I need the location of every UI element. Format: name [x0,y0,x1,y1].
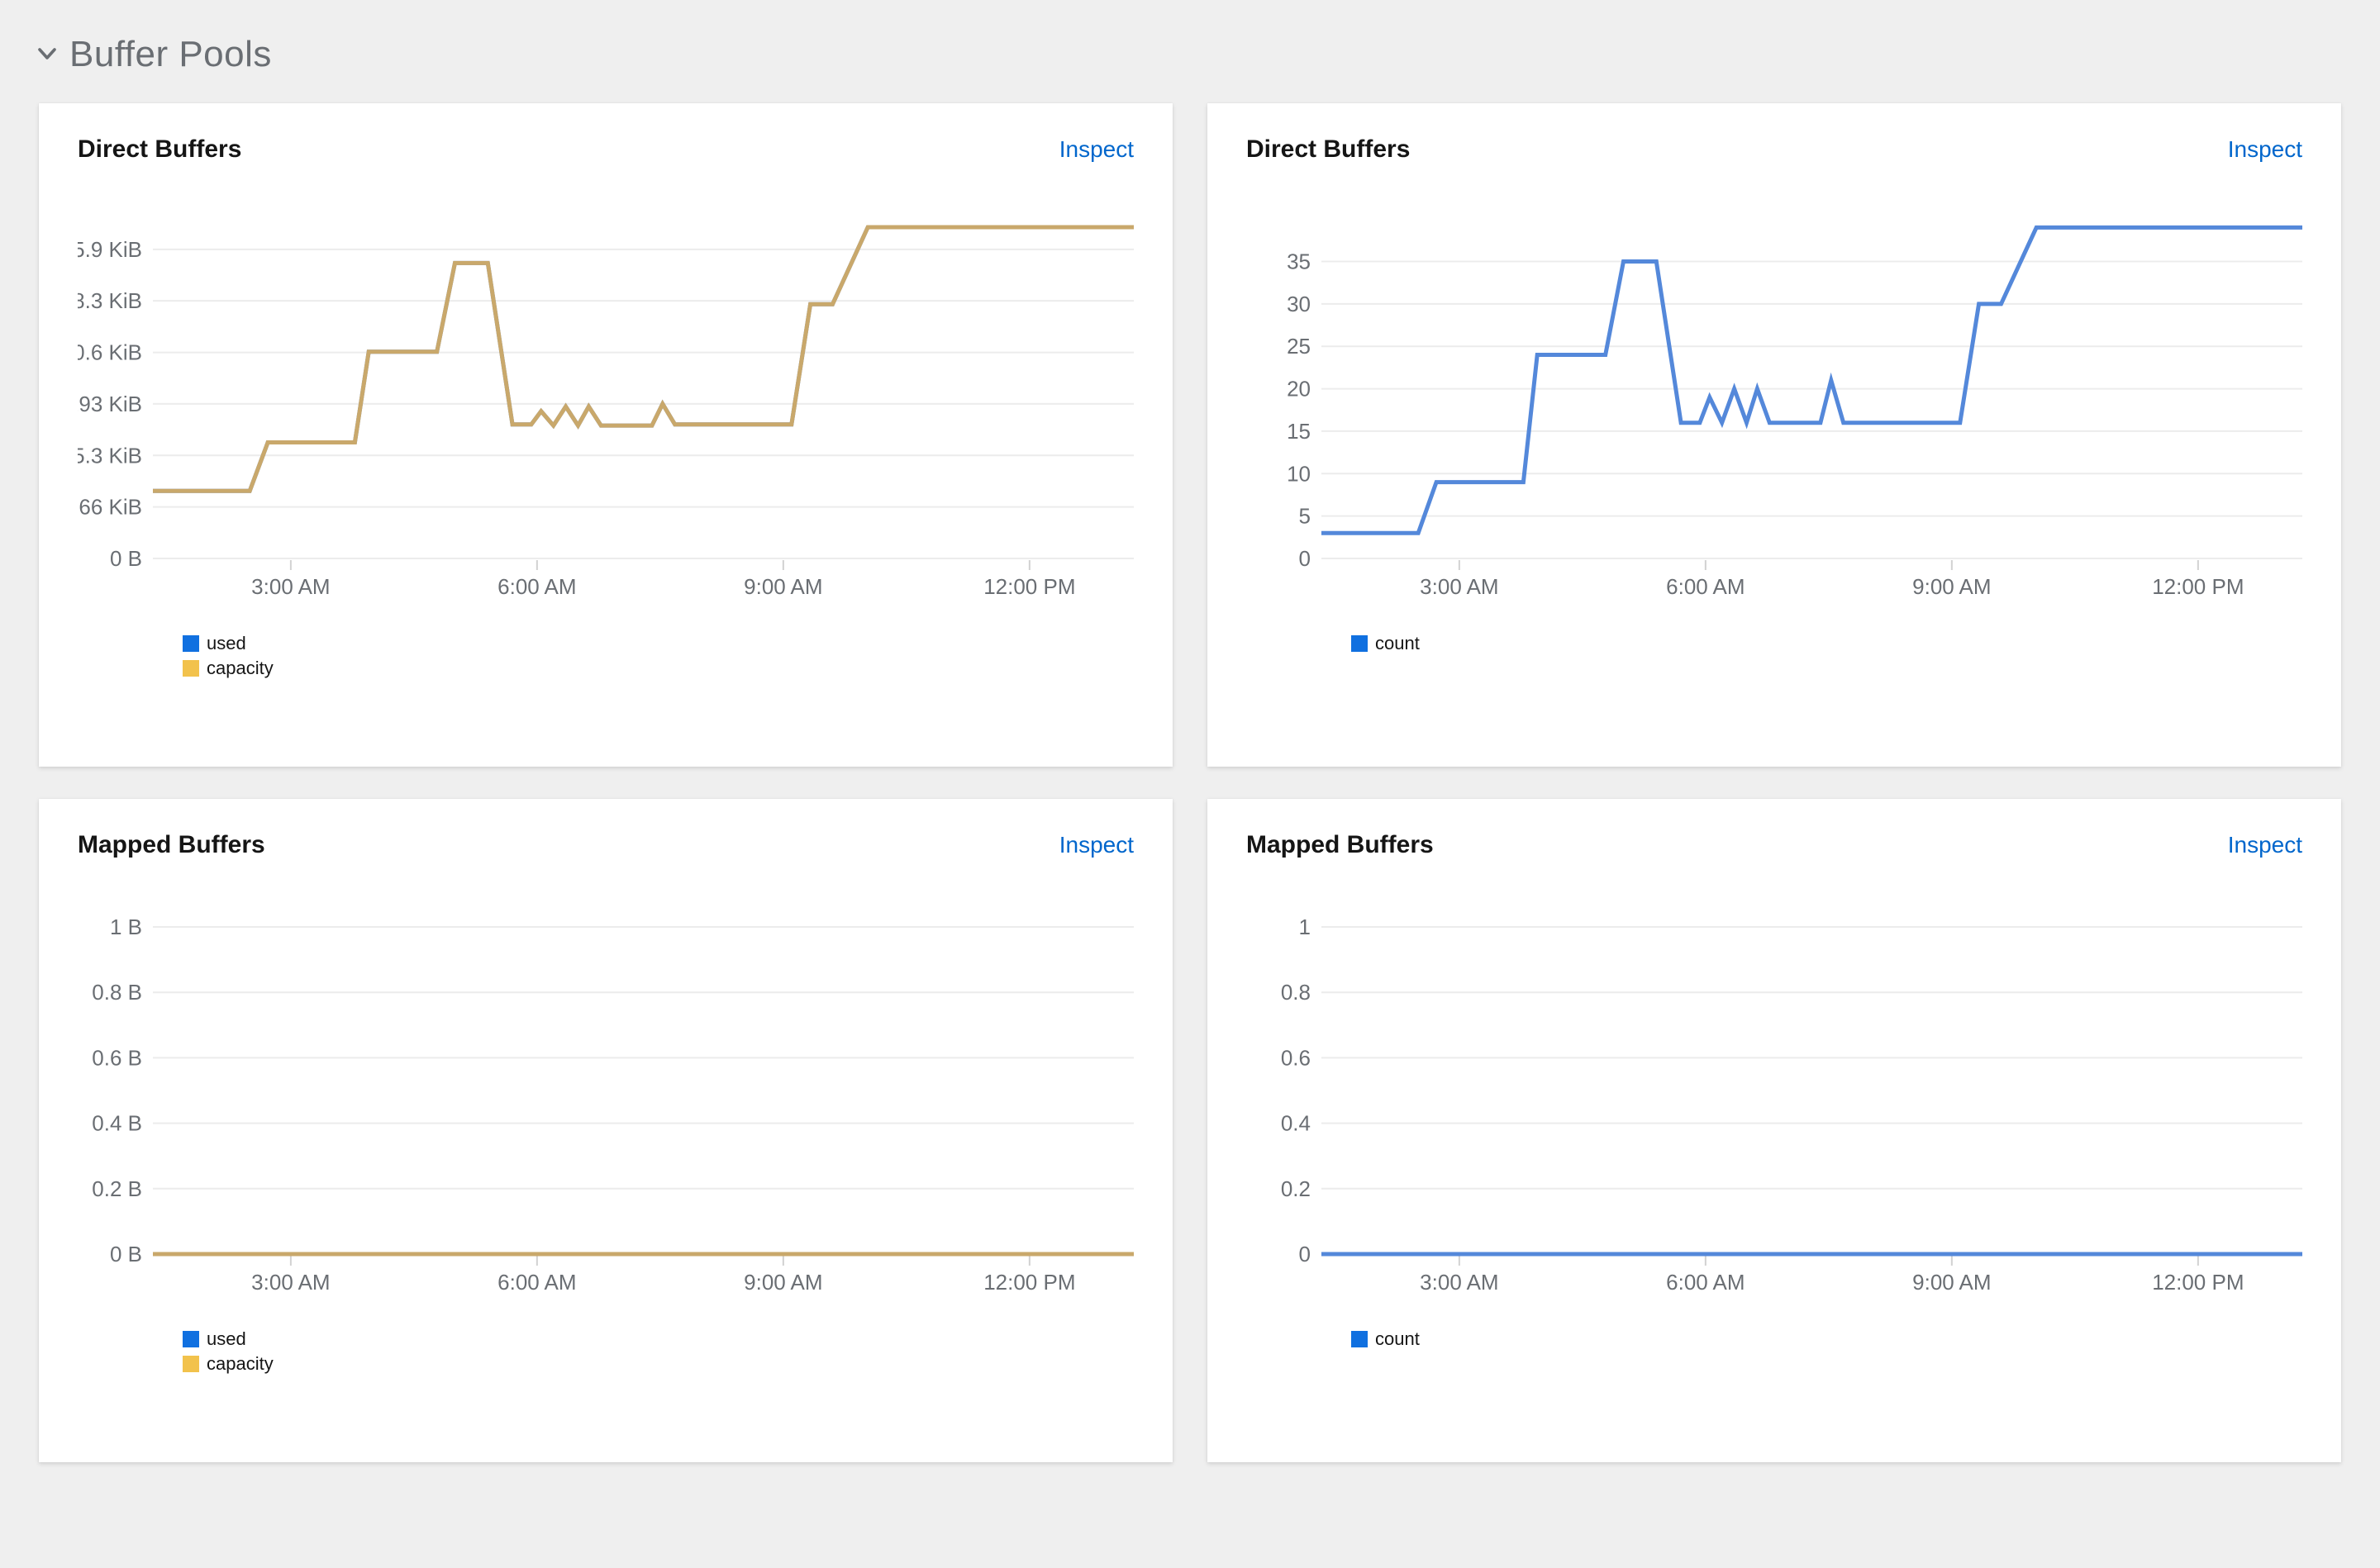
card-direct-buffers-count: Direct Buffers Inspect 0 5 10 15 20 25 30 35 3:0… [1207,103,2341,767]
svg-text:3:00 AM: 3:00 AM [1420,1270,1498,1295]
chart-legend: count [1351,1327,2302,1352]
svg-text:0.8: 0.8 [1281,980,1311,1005]
svg-text:293 KiB: 293 KiB [78,392,142,416]
svg-text:12:00 PM: 12:00 PM [983,1270,1075,1295]
svg-text:10: 10 [1287,461,1311,486]
svg-text:12:00 PM: 12:00 PM [2152,1270,2244,1295]
svg-text:0.2: 0.2 [1281,1176,1311,1201]
chart-canvas: 0 0.2 0.4 0.6 0.8 1 3:00 AM 6:00 AM 9:00 AM 12:00… [1246,898,2302,1315]
svg-text:3:00 AM: 3:00 AM [1420,574,1498,599]
svg-text:0 B: 0 B [110,546,142,571]
svg-text:97.66 KiB: 97.66 KiB [78,495,142,520]
card-header: Mapped Buffers Inspect [78,827,1134,863]
legend-label: capacity [207,658,274,679]
svg-text:6:00 AM: 6:00 AM [1666,574,1745,599]
svg-text:9:00 AM: 9:00 AM [1912,574,1991,599]
card-title: Mapped Buffers [78,831,265,859]
legend-label: count [1375,633,1420,654]
svg-text:20: 20 [1287,377,1311,402]
svg-text:1 B: 1 B [110,915,142,939]
legend-swatch-capacity [183,660,199,677]
svg-text:0: 0 [1299,546,1311,571]
svg-text:6:00 AM: 6:00 AM [1666,1270,1745,1295]
card-title: Direct Buffers [1246,135,1410,164]
svg-text:0: 0 [1299,1242,1311,1266]
legend-label: capacity [207,1353,274,1375]
inspect-link[interactable]: Inspect [2228,832,2302,858]
legend-swatch-used [183,1331,199,1347]
svg-text:0.4 B: 0.4 B [92,1111,142,1136]
legend-swatch-count [1351,635,1368,652]
card-mapped-buffers-count: Mapped Buffers Inspect 0 0.2 0.4 0.6 0.8 1 3:0… [1207,799,2341,1462]
svg-text:25: 25 [1287,334,1311,359]
card-title: Direct Buffers [78,135,241,164]
chart-canvas: 0 B 0.2 B 0.4 B 0.6 B 0.8 B 1 B 3:00 AM 6:00 AM… [78,898,1134,1315]
svg-text:3:00 AM: 3:00 AM [251,574,330,599]
section-collapse-toggle[interactable] [36,45,58,64]
svg-text:12:00 PM: 12:00 PM [983,574,1075,599]
chart-legend: count [1351,631,2302,656]
section-header: Buffer Pools [36,31,2341,78]
svg-text:390.6 KiB: 390.6 KiB [78,340,142,365]
svg-text:9:00 AM: 9:00 AM [1912,1270,1991,1295]
legend-item: used [183,1327,1134,1352]
svg-text:12:00 PM: 12:00 PM [2152,574,2244,599]
inspect-link[interactable]: Inspect [1059,832,1134,858]
card-mapped-buffers-memory: Mapped Buffers Inspect 0 B 0.2 B 0.4 B 0.6 … [39,799,1173,1462]
legend-label: count [1375,1328,1420,1350]
legend-item: capacity [183,1352,1134,1376]
legend-item: count [1351,1327,2302,1352]
svg-text:9:00 AM: 9:00 AM [744,574,822,599]
svg-text:5: 5 [1299,504,1311,529]
svg-text:488.3 KiB: 488.3 KiB [78,288,142,313]
legend-swatch-used [183,635,199,652]
svg-text:3:00 AM: 3:00 AM [251,1270,330,1295]
chart-legend: used capacity [183,631,1134,681]
legend-item: capacity [183,656,1134,681]
svg-text:9:00 AM: 9:00 AM [744,1270,822,1295]
card-header: Direct Buffers Inspect [1246,131,2302,168]
svg-text:195.3 KiB: 195.3 KiB [78,443,142,468]
section-title: Buffer Pools [69,34,272,75]
legend-swatch-capacity [183,1356,199,1372]
svg-text:15: 15 [1287,419,1311,444]
card-title: Mapped Buffers [1246,831,1434,859]
chart-canvas: 0 B 97.66 KiB 195.3 KiB 293 KiB 390.6 KiB 488… [78,202,1134,620]
card-header: Mapped Buffers Inspect [1246,827,2302,863]
card-header: Direct Buffers Inspect [78,131,1134,168]
svg-text:0.8 B: 0.8 B [92,980,142,1005]
legend-item: used [183,631,1134,656]
svg-text:35: 35 [1287,249,1311,274]
chart-legend: used capacity [183,1327,1134,1376]
inspect-link[interactable]: Inspect [1059,136,1134,163]
legend-label: used [207,633,246,654]
svg-text:6:00 AM: 6:00 AM [497,574,576,599]
svg-text:0.6 B: 0.6 B [92,1045,142,1070]
svg-text:585.9 KiB: 585.9 KiB [78,237,142,262]
legend-item: count [1351,631,2302,656]
svg-text:0 B: 0 B [110,1242,142,1266]
svg-text:0.4: 0.4 [1281,1111,1311,1136]
svg-text:1: 1 [1299,915,1311,939]
svg-text:0.6: 0.6 [1281,1045,1311,1070]
legend-label: used [207,1328,246,1350]
chart-canvas: 0 5 10 15 20 25 30 35 3:00 AM 6:00 AM 9:00 AM 12:00… [1246,202,2302,620]
inspect-link[interactable]: Inspect [2228,136,2302,163]
legend-swatch-count [1351,1331,1368,1347]
cards-grid: Direct Buffers Inspect 0 B 97.66 KiB 195.3… [39,103,2341,1462]
chevron-down-icon [36,45,58,64]
card-direct-buffers-memory: Direct Buffers Inspect 0 B 97.66 KiB 195.3… [39,103,1173,767]
svg-text:6:00 AM: 6:00 AM [497,1270,576,1295]
svg-text:30: 30 [1287,292,1311,316]
svg-text:0.2 B: 0.2 B [92,1176,142,1201]
